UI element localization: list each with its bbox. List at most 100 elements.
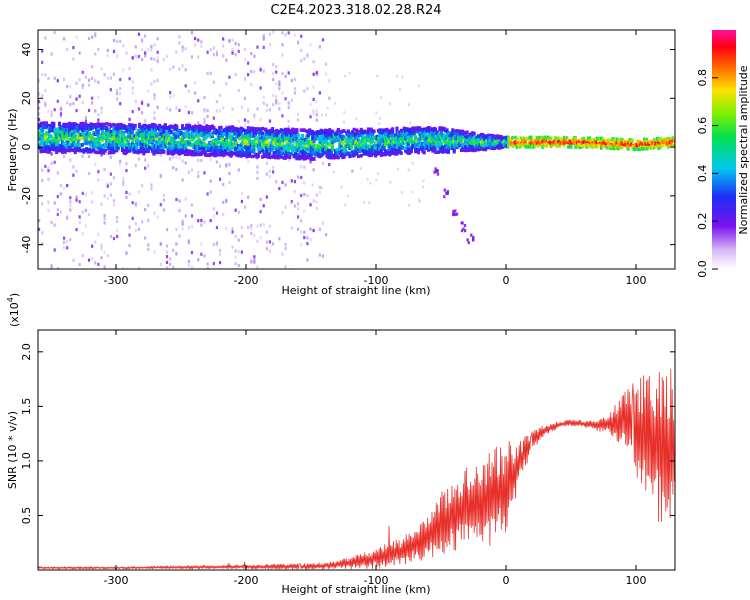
spectrogram-cell xyxy=(165,106,169,110)
spectrogram-cell xyxy=(326,148,330,153)
spectrogram-cell xyxy=(75,81,78,85)
spectrogram-cell xyxy=(433,170,436,174)
spectrogram-cell xyxy=(635,141,639,145)
spectrogram-cell xyxy=(181,141,184,145)
spectrogram-cell xyxy=(302,128,306,132)
spectrogram-cell xyxy=(178,156,181,161)
spectrogram-cell xyxy=(168,141,172,146)
spectrogram-cell xyxy=(262,152,266,156)
spectrogram-cell xyxy=(321,141,325,145)
spectrogram-cell xyxy=(309,160,312,164)
spectrogram-cell xyxy=(554,142,557,146)
spectrogram-cell xyxy=(287,101,290,105)
spectrogram-cell xyxy=(75,123,79,127)
spectrogram-cell xyxy=(112,203,116,207)
x-tick-label: 100 xyxy=(626,274,647,287)
spectrogram-cell xyxy=(275,81,278,86)
spectrogram-cell xyxy=(278,237,281,241)
spectrogram-cell xyxy=(305,152,309,157)
spectrogram-cell xyxy=(418,126,422,130)
spectrogram-cell xyxy=(335,148,339,152)
spectrogram-cell xyxy=(622,142,626,147)
spectrogram-cell xyxy=(284,183,287,187)
spectrogram-cell xyxy=(218,261,222,265)
spectrogram-cell xyxy=(303,165,306,169)
spectrogram-cell xyxy=(165,54,169,58)
spectrogram-cell xyxy=(605,145,609,150)
spectrogram-cell xyxy=(116,89,119,93)
spectrogram-cell xyxy=(448,142,452,147)
spectrogram-cell xyxy=(256,265,259,269)
spectrogram-cell xyxy=(664,137,667,142)
spectrogram-cell xyxy=(187,241,190,245)
spectrogram-cell xyxy=(134,229,137,233)
spectrogram-cell xyxy=(243,134,247,139)
spectrogram-cell xyxy=(331,129,335,134)
spectrogram-cell xyxy=(300,59,303,63)
spectrogram-cell xyxy=(175,197,178,202)
spectrogram-cell xyxy=(125,51,128,55)
spectrogram-cell xyxy=(85,141,89,146)
spectrogram-cell xyxy=(156,55,159,60)
spectrogram-cell xyxy=(418,128,422,133)
spectrogram-cell xyxy=(169,67,172,71)
spectrogram-cell xyxy=(80,136,84,140)
spectrogram-cell xyxy=(281,142,285,146)
spectrogram-cell xyxy=(225,125,228,129)
spectrogram-cell xyxy=(463,229,467,233)
spectrogram-cell xyxy=(289,146,293,150)
snr-y-scale: (x104) xyxy=(6,293,21,327)
spectrogram-cell xyxy=(391,130,395,134)
spectrogram-cell xyxy=(381,137,385,142)
spectrogram-cell xyxy=(53,201,56,205)
spectrogram-cell xyxy=(368,149,372,154)
spectrogram-cell xyxy=(604,138,607,143)
spectrogram-cell xyxy=(366,178,369,181)
spectrogram-cell xyxy=(635,143,639,147)
spectrogram-cell xyxy=(179,150,183,155)
spectrogram-cell xyxy=(262,33,265,37)
spectrogram-cell xyxy=(351,170,354,174)
spectrogram-cell xyxy=(326,106,329,110)
spectrogram-cell xyxy=(265,172,268,176)
spectrogram-cell xyxy=(253,137,257,142)
spectrogram-cell xyxy=(215,225,219,230)
spectrogram-cell xyxy=(545,138,549,143)
spectrogram-cell xyxy=(225,138,229,143)
spectrogram-cell xyxy=(103,265,106,269)
spectrogram-cell xyxy=(567,140,570,144)
spectrogram-cell xyxy=(75,195,78,199)
spectrogram-cell xyxy=(652,143,656,147)
spectrogram-cell xyxy=(219,125,223,130)
spectrogram-cell xyxy=(72,134,76,138)
spectrogram-cell xyxy=(291,139,295,144)
spectrogram-cell xyxy=(265,140,269,144)
spectrogram-cell xyxy=(275,137,279,142)
spectrogram-cell xyxy=(591,143,594,147)
spectrogram-cell xyxy=(306,53,309,57)
y-tick-label: 1.0 xyxy=(20,452,33,470)
spectrogram-cell xyxy=(242,128,246,133)
spectrogram-cell xyxy=(519,136,523,141)
spectrogram-cell xyxy=(62,141,66,146)
spectrogram-cell xyxy=(431,132,435,137)
spectrogram-cell xyxy=(251,126,255,131)
spectrogram-cell xyxy=(346,142,350,147)
spectrogram-cell xyxy=(312,60,315,64)
spectrogram-cell xyxy=(667,136,670,141)
spectrogram-cell xyxy=(221,135,225,140)
spectrogram-cell xyxy=(225,198,228,203)
spectrogram-cell xyxy=(215,211,219,215)
spectrogram-cell xyxy=(458,143,462,147)
spectrogram-cell xyxy=(153,93,156,97)
spectrogram-cell xyxy=(514,140,517,144)
spectrogram-cell xyxy=(511,144,514,148)
spectrogram-cell xyxy=(376,136,380,141)
spectrogram-cell xyxy=(126,126,130,130)
spectrogram-cell xyxy=(275,70,278,74)
spectrogram-cell xyxy=(261,126,265,131)
spectrogram-cell xyxy=(91,191,94,195)
spectrogram-cell xyxy=(316,144,320,149)
spectrogram-cell xyxy=(206,146,210,150)
